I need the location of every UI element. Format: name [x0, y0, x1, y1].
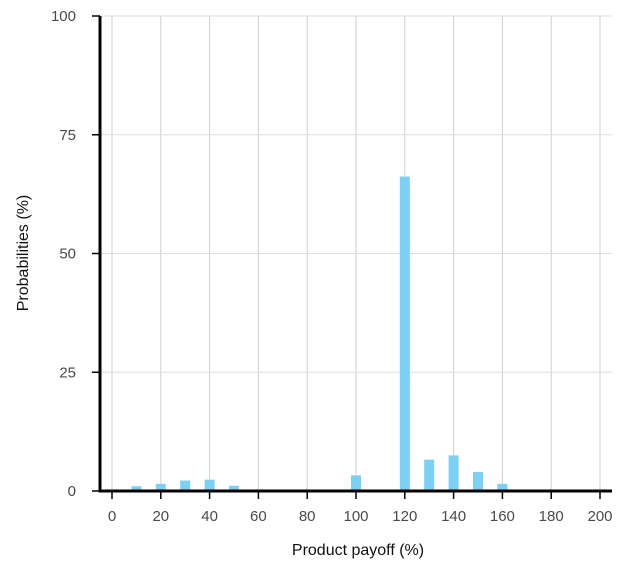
y-tick-label-0: 0 [68, 483, 76, 500]
bars [131, 176, 508, 492]
bar-30 [180, 480, 191, 491]
x-tick-label-8: 160 [490, 508, 515, 525]
axes [92, 15, 612, 499]
x-tick-label-1: 20 [152, 508, 169, 525]
bar-20 [155, 483, 166, 491]
tick-labels: 0 25 50 75 100 0 20 40 60 80 100 120 140 160 180 200 [51, 8, 613, 525]
bar-130 [424, 459, 435, 491]
bar-40 [204, 479, 215, 491]
bar-50 [229, 485, 239, 491]
bar-120 [399, 176, 410, 492]
y-tick-label-3: 75 [59, 127, 76, 144]
x-tick-label-5: 100 [343, 508, 368, 525]
x-tick-label-7: 140 [441, 508, 466, 525]
x-tick-label-4: 80 [299, 508, 316, 525]
x-tick-label-2: 40 [201, 508, 218, 525]
grid-lines [100, 15, 612, 491]
x-axis-title: Product payoff (%) [292, 542, 424, 559]
x-tick-label-9: 180 [539, 508, 564, 525]
bar-140 [448, 455, 459, 491]
x-tick-label-6: 120 [392, 508, 417, 525]
bar-100 [351, 475, 361, 491]
y-axis-title: Probabilities (%) [15, 195, 32, 311]
x-tick-label-10: 200 [587, 508, 612, 525]
x-tick-label-3: 60 [250, 508, 267, 525]
bar-160 [497, 483, 508, 491]
y-tick-label-2: 50 [59, 246, 76, 263]
bar-10 [131, 486, 142, 491]
y-tick-label-1: 25 [59, 364, 76, 381]
bar-150 [473, 472, 483, 491]
y-tick-label-4: 100 [51, 8, 76, 25]
x-tick-label-0: 0 [108, 508, 116, 525]
